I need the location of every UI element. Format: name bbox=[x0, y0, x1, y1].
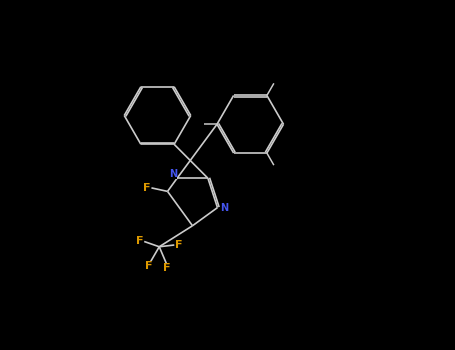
Text: F: F bbox=[162, 263, 170, 273]
Text: N: N bbox=[169, 169, 177, 179]
Text: F: F bbox=[175, 240, 182, 250]
Text: F: F bbox=[136, 237, 144, 246]
Text: F: F bbox=[143, 183, 151, 193]
Text: F: F bbox=[145, 261, 152, 271]
Text: N: N bbox=[220, 203, 228, 212]
